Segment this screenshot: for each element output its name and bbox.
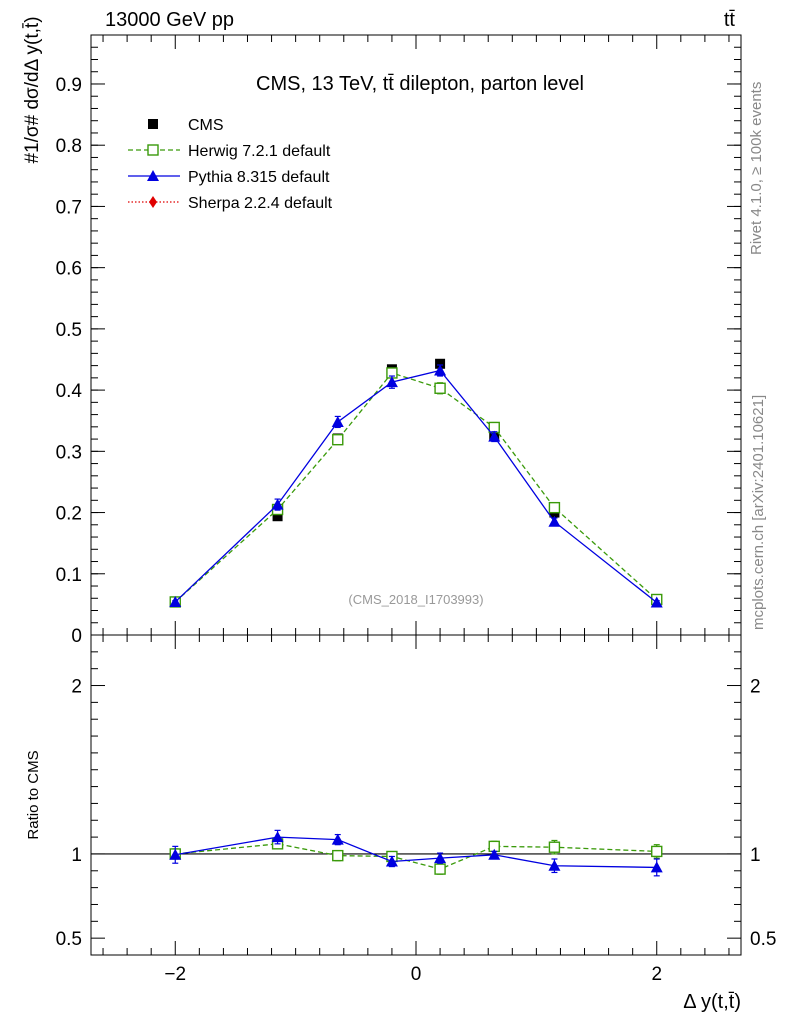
pythia-ratio-point [271, 831, 284, 843]
legend-marker-herwig [147, 144, 159, 156]
herwig-ratio-point [548, 841, 561, 853]
legend-marker-cms [148, 119, 158, 129]
pythia-data-point [271, 498, 284, 510]
main-y-tick-label: 0.9 [56, 75, 82, 96]
pythia-data-point [385, 376, 398, 388]
rivet-label: Rivet 4.1.0, ≥ 100k events [748, 82, 765, 255]
main-y-tick-label: 0.1 [56, 565, 82, 586]
pythia-ratio-point [169, 848, 182, 860]
herwig-data-point [434, 382, 446, 394]
main-y-tick-label: 0.2 [56, 504, 82, 525]
pythia-data-point [169, 595, 182, 607]
herwig-ratio-point [434, 863, 446, 875]
herwig-ratio-point [332, 849, 344, 862]
pythia-data-point [488, 430, 501, 442]
pythia-ratio-line [175, 836, 657, 869]
herwig-data-point [548, 501, 561, 514]
pythia-ratio-point [548, 859, 561, 871]
main-y-axis: 0 0.1 0.2 0.3 0.4 0.5 0.6 0.7 0.8 0.9 [56, 34, 741, 647]
main-y-axis-label: #1/σ# dσ/dΔ y(t,t̄) [22, 16, 43, 163]
main-y-axis-label-text: #1/σ# dσ/dΔ y(t,t̄) [22, 16, 43, 163]
cms-data-point [435, 358, 446, 369]
legend-marker-sherpa [149, 196, 157, 208]
x-axis: −2 0 2 [102, 35, 730, 985]
herwig-data-point [332, 433, 344, 446]
main-y-tick-label: 0 [71, 626, 82, 647]
ratio-y-tick-label-right: 1 [750, 845, 761, 866]
watermark-label: (CMS_2018_I1703993) [348, 592, 483, 607]
legend-marker-pythia [147, 170, 159, 181]
main-y-tick-label: 0.6 [56, 259, 82, 280]
x-tick-label: −2 [164, 964, 186, 985]
pythia-series-line [174, 369, 658, 604]
ratio-y-axis-label: Ratio to CMS [25, 750, 42, 839]
pythia-ratio-point [650, 861, 663, 873]
herwig-ratio-line [175, 843, 657, 870]
main-y-tick-label: 0.7 [56, 197, 82, 218]
legend-label-pythia: Pythia 8.315 default [188, 169, 330, 186]
legend-label-cms: CMS [188, 117, 224, 134]
x-axis-label: Δ y(t,t̄) [683, 991, 741, 1013]
main-y-tick-label: 0.5 [56, 320, 82, 341]
cms-data-point [272, 511, 283, 522]
pythia-ratio-point [488, 848, 501, 860]
ratio-y-axis: 0.5 0.5 1 1 2 2 [56, 651, 776, 950]
legend-label-sherpa: Sherpa 2.2.4 default [188, 195, 333, 212]
main-y-tick-label: 0.3 [56, 442, 82, 463]
main-series-layer [169, 358, 663, 608]
main-y-tick-label: 0.8 [56, 136, 82, 157]
x-tick-label: 0 [411, 964, 422, 985]
header-left-label: 13000 GeV pp [105, 9, 234, 31]
ratio-y-tick-label-right: 0.5 [750, 929, 776, 950]
ratio-y-tick-label-left: 2 [71, 677, 82, 698]
legend-label-herwig: Herwig 7.2.1 default [188, 143, 331, 160]
mcplots-label: mcplots.cern.ch [arXiv:2401.10621] [750, 395, 767, 630]
pythia-data-point [650, 596, 663, 608]
herwig-ratio-point [651, 845, 663, 858]
ratio-y-tick-label-right: 2 [750, 677, 761, 698]
ratio-series-layer [169, 829, 663, 877]
plot-title: CMS, 13 TeV, tt̄ dilepton, parton level [256, 73, 584, 95]
ratio-plot-frame [90, 634, 742, 956]
ratio-y-tick-label-left: 0.5 [56, 929, 82, 950]
pythia-ratio-point [385, 855, 398, 867]
main-y-tick-label: 0.4 [56, 381, 83, 402]
ratio-y-tick-label-left: 1 [71, 845, 82, 866]
pythia-data-point [331, 415, 344, 427]
pythia-ratio-point [434, 852, 447, 864]
legend: CMS Herwig 7.2.1 default Pythia 8.315 de… [128, 117, 333, 212]
pythia-data-point [434, 364, 447, 376]
pythia-data-point [548, 515, 561, 527]
header-right-label: tt̄ [724, 9, 736, 31]
pythia-ratio-point [331, 833, 344, 845]
x-tick-label: 2 [651, 964, 662, 985]
herwig-series-line [174, 372, 658, 603]
